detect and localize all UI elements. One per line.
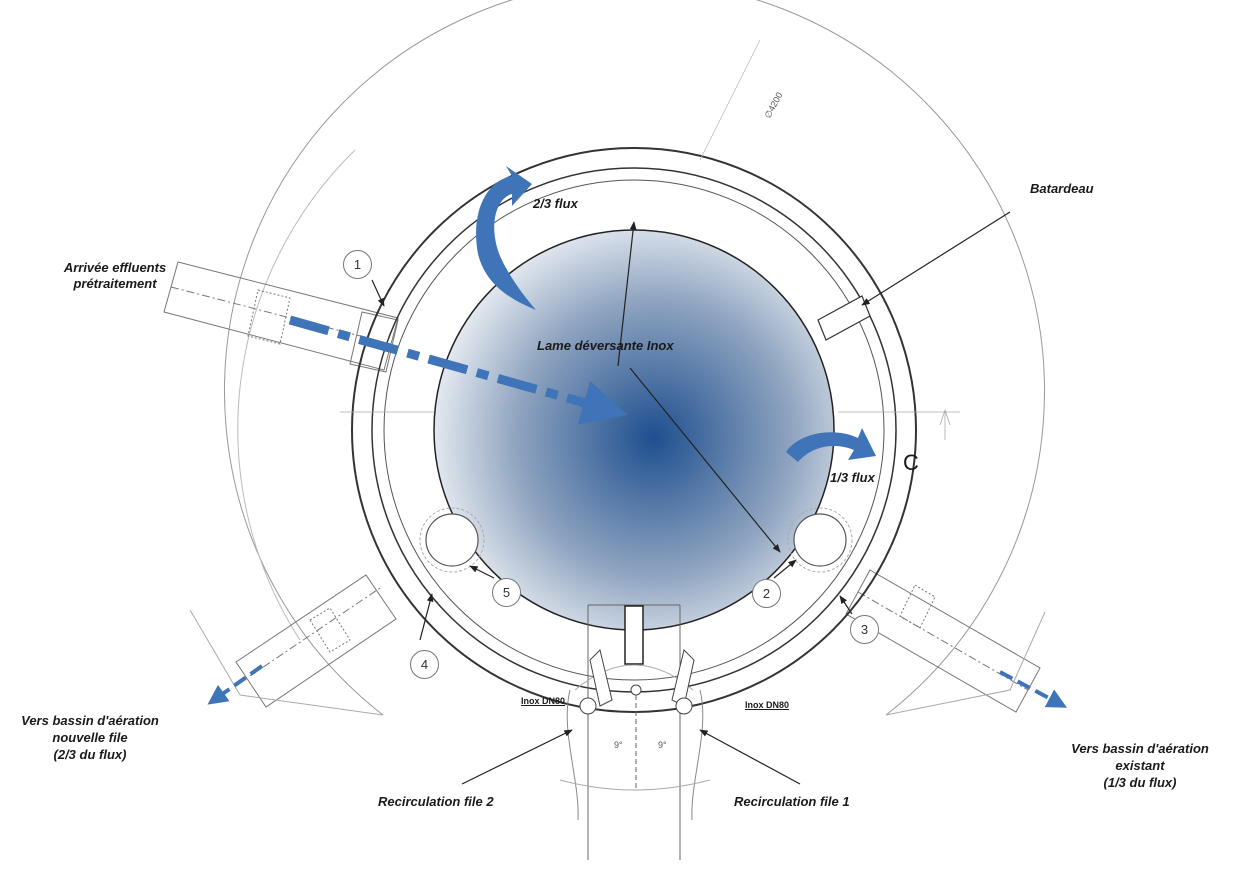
- leader-marker-5: [469, 565, 495, 579]
- label-two-thirds-flux: 2/3 flux: [533, 196, 578, 211]
- label-vers-existant-line3: (1/3 du flux): [1103, 775, 1177, 790]
- flow-out-left-arrow: [207, 664, 264, 705]
- label-angle-left: 9°: [614, 740, 623, 750]
- label-one-third-flux: 1/3 flux: [830, 470, 875, 485]
- label-inox-dn80-left: Inox DN80: [521, 696, 566, 706]
- bottom-chamber: [559, 604, 711, 860]
- label-arrivee: Arrivée effluents prétraitement: [30, 260, 200, 292]
- center-axes: [340, 39, 960, 440]
- leader-marker-1: [371, 279, 385, 307]
- rotation-arrow-1-3: [786, 428, 876, 462]
- marker-5: 5: [492, 578, 521, 607]
- label-inox-dn80-right: Inox DN80: [745, 700, 790, 710]
- leader-marker-2: [773, 559, 797, 579]
- label-vers-existant-line2: existant: [1115, 758, 1165, 773]
- leader-marker-4: [419, 593, 434, 641]
- label-vers-nouvelle: Vers bassin d'aération nouvelle file (2/…: [0, 712, 180, 763]
- pipe-inlet: [163, 261, 399, 373]
- leader-radius-up: [617, 221, 637, 367]
- marker-4: 4: [410, 650, 439, 679]
- label-vers-nouvelle-line3: (2/3 du flux): [53, 747, 127, 762]
- label-vers-nouvelle-line2: nouvelle file: [52, 730, 128, 745]
- label-vers-existant: Vers bassin d'aération existant (1/3 du …: [1050, 740, 1230, 791]
- leader-marker-3: [839, 595, 853, 615]
- batardeau-slot: [817, 295, 871, 341]
- pipe-left-outlet: [189, 574, 397, 716]
- side-openings: [425, 513, 847, 567]
- label-arrivee-line2: prétraitement: [73, 276, 157, 291]
- label-vers-nouvelle-line1: Vers bassin d'aération: [21, 713, 159, 728]
- rotation-arrow-2-3: [476, 166, 536, 310]
- marker-3: 3: [850, 615, 879, 644]
- marker-1: 1: [343, 250, 372, 279]
- label-recirc-1: Recirculation file 1: [734, 794, 850, 809]
- marker-2: 2: [752, 579, 781, 608]
- leader-arrows: [371, 211, 1011, 785]
- label-recirc-2: Recirculation file 2: [378, 794, 494, 809]
- leader-batardeau: [861, 211, 1011, 306]
- flow-inlet-arrow: [288, 315, 628, 425]
- leader-recirc-1: [699, 729, 801, 785]
- leader-recirc-2: [461, 729, 573, 785]
- label-angle-right: 9°: [658, 740, 667, 750]
- flow-out-right-arrow: [999, 670, 1068, 708]
- recirc-pipes: [579, 649, 695, 790]
- pipe-right-outlet: [845, 569, 1046, 716]
- label-lame: Lame déversante Inox: [537, 338, 674, 353]
- label-batardeau: Batardeau: [1030, 181, 1094, 196]
- label-c-mark: C: [903, 450, 919, 475]
- rotation-arrows: [476, 166, 876, 462]
- inner-basin: [433, 229, 835, 631]
- outer-arcs: [224, 0, 1045, 716]
- label-vers-existant-line1: Vers bassin d'aération: [1071, 741, 1209, 756]
- leader-radius-down: [629, 367, 781, 553]
- flow-arrows: [207, 315, 1068, 708]
- label-arrivee-line1: Arrivée effluents: [63, 260, 167, 275]
